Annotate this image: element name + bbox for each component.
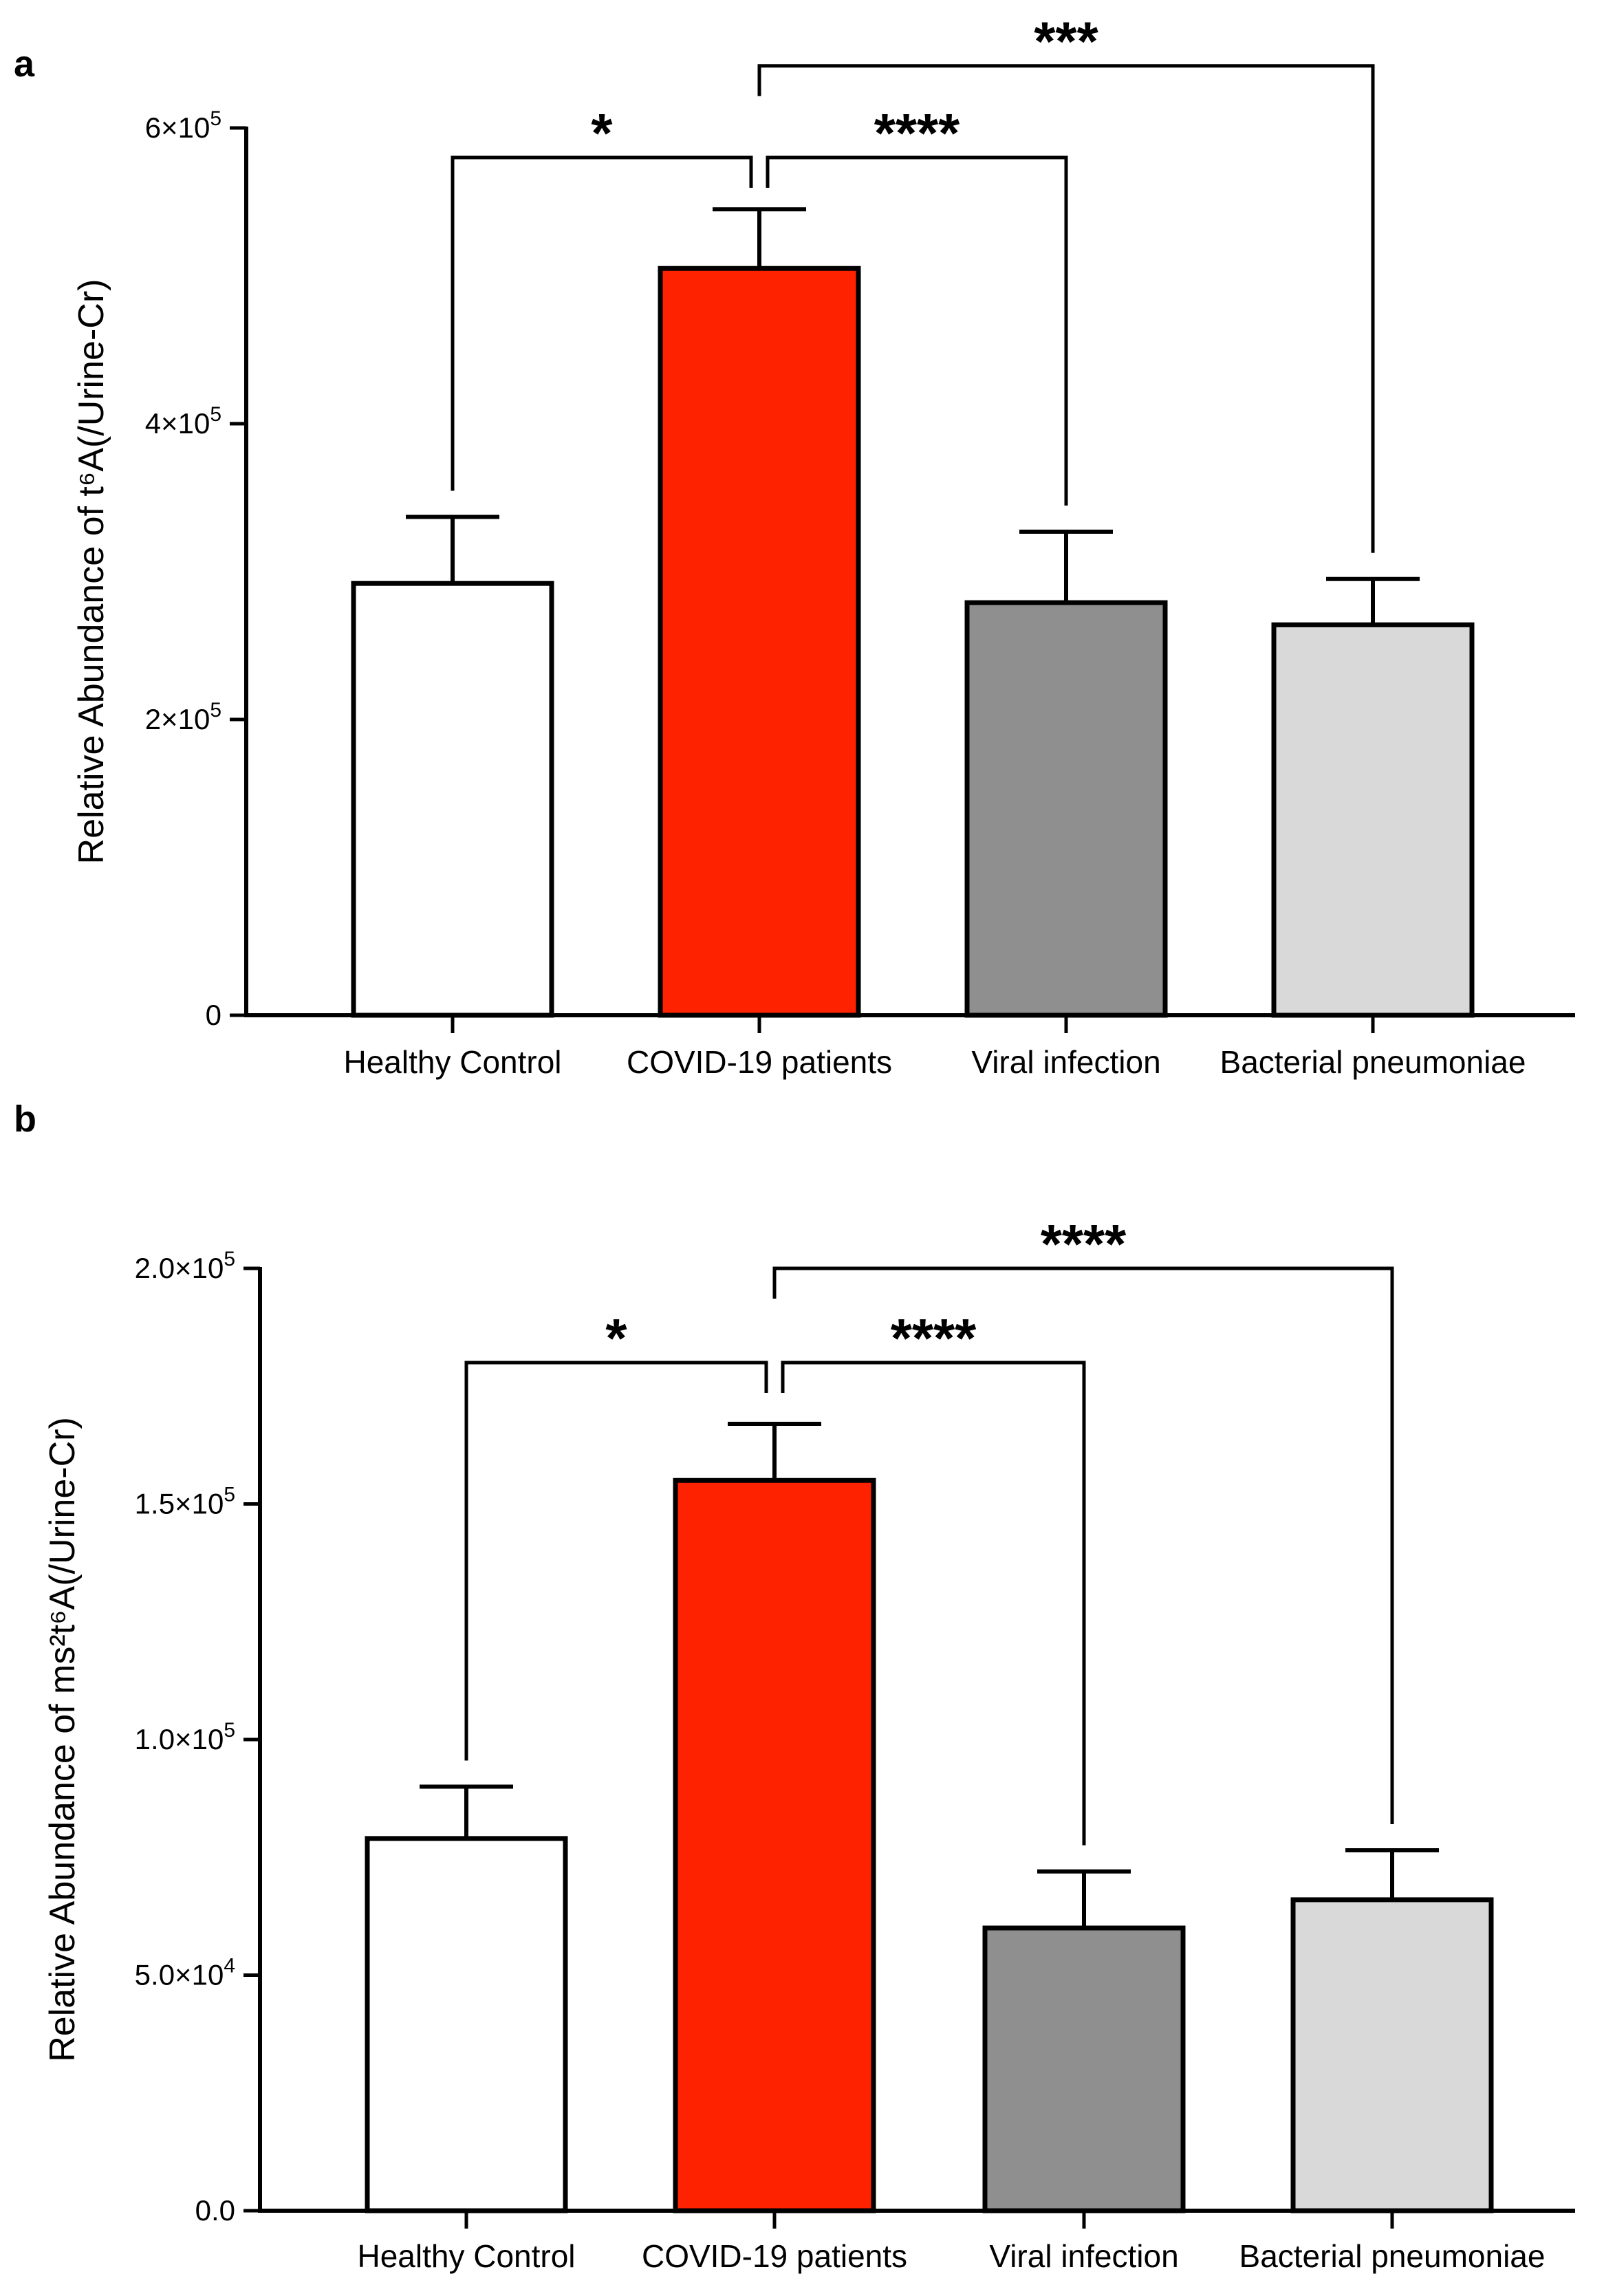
- y-tick-mantissa: 5.0×10: [135, 1959, 224, 1991]
- x-category-label: COVID-19 patients: [642, 2238, 907, 2274]
- x-category-label: Bacterial pneumoniae: [1220, 1044, 1526, 1080]
- significance-bracket: [781, 1361, 1086, 1845]
- y-tick-mantissa: 1.0×10: [135, 1723, 224, 1755]
- significance-label: *: [605, 1308, 627, 1369]
- bar: [964, 600, 1168, 1018]
- significance-label: ****: [1041, 1213, 1127, 1275]
- y-tick-exponent: 4: [224, 1955, 235, 1978]
- bar-chart-b: 0.05.0×1041.0×1051.5×1052.0×105Relative …: [43, 1213, 1575, 2274]
- chart-panel-a: a 0 2×105 4×105 6×105 Relative Abundance of …: [0, 0, 1615, 1101]
- significance-bracket: [772, 1266, 1394, 1824]
- y-tick-mantissa: 2×10: [145, 703, 210, 735]
- y-tick-label: 1.5×105: [135, 1484, 235, 1520]
- x-category-label: Bacterial pneumoniae: [1239, 2238, 1546, 2274]
- bar: [1290, 1897, 1494, 2213]
- y-tick-exponent: 5: [224, 1719, 235, 1742]
- significance-bracket: [464, 1361, 768, 1761]
- panel-label-a: a: [14, 43, 35, 85]
- panel-label-b: b: [14, 1098, 36, 1140]
- y-tick-mantissa: 4×10: [145, 407, 210, 440]
- y-tick-exponent: 5: [224, 1248, 235, 1270]
- significance-bracket: [757, 64, 1375, 553]
- bar: [658, 266, 861, 1018]
- significance-label: *: [591, 102, 613, 164]
- significance-bracket: [451, 155, 753, 491]
- x-category-label: Viral infection: [989, 2238, 1178, 2274]
- y-tick-label: 1.0×105: [135, 1719, 235, 1755]
- y-tick-label: 2×105: [145, 699, 221, 735]
- x-category-label: Viral infection: [971, 1044, 1160, 1080]
- y-tick-label: 4×105: [145, 403, 221, 440]
- y-tick-exponent: 5: [224, 1484, 235, 1506]
- chart-panel-b: b 0.0 5.0×104 1.0×105 1.5×105 2.0×105 Relativ…: [0, 1098, 1615, 2296]
- y-tick-exponent: 5: [210, 403, 221, 426]
- y-axis-title: Relative Abundance of ms²t⁶A(/Urine-Cr): [43, 1417, 83, 2062]
- y-tick-label: 6×105: [145, 107, 221, 144]
- y-tick-mantissa: 0: [206, 999, 221, 1031]
- y-tick-label: 0: [206, 999, 221, 1031]
- y-tick-label: 5.0×104: [135, 1955, 235, 1991]
- x-category-label: Healthy Control: [343, 1044, 561, 1080]
- y-tick-label: 2.0×105: [135, 1248, 235, 1284]
- y-tick-exponent: 5: [210, 699, 221, 722]
- y-tick-mantissa: 0.0: [195, 2194, 235, 2227]
- y-tick-mantissa: 2.0×10: [135, 1252, 224, 1284]
- x-category-label: Healthy Control: [357, 2238, 575, 2274]
- y-axis-title: Relative Abundance of t⁶A(/Urine-Cr): [72, 279, 111, 865]
- y-tick-mantissa: 1.5×10: [135, 1488, 224, 1520]
- y-tick-mantissa: 6×10: [145, 111, 210, 144]
- significance-label: ****: [874, 102, 960, 164]
- y-tick-exponent: 5: [210, 107, 221, 130]
- bar: [365, 1836, 568, 2213]
- bar: [673, 1477, 876, 2213]
- y-tick-label: 0.0: [195, 2194, 235, 2227]
- bar: [982, 1925, 1186, 2213]
- bar: [1271, 622, 1475, 1018]
- significance-bracket: [766, 155, 1068, 506]
- significance-label: ****: [891, 1308, 977, 1369]
- significance-label: ***: [1034, 11, 1098, 72]
- x-category-label: COVID-19 patients: [627, 1044, 892, 1080]
- bar: [351, 581, 554, 1018]
